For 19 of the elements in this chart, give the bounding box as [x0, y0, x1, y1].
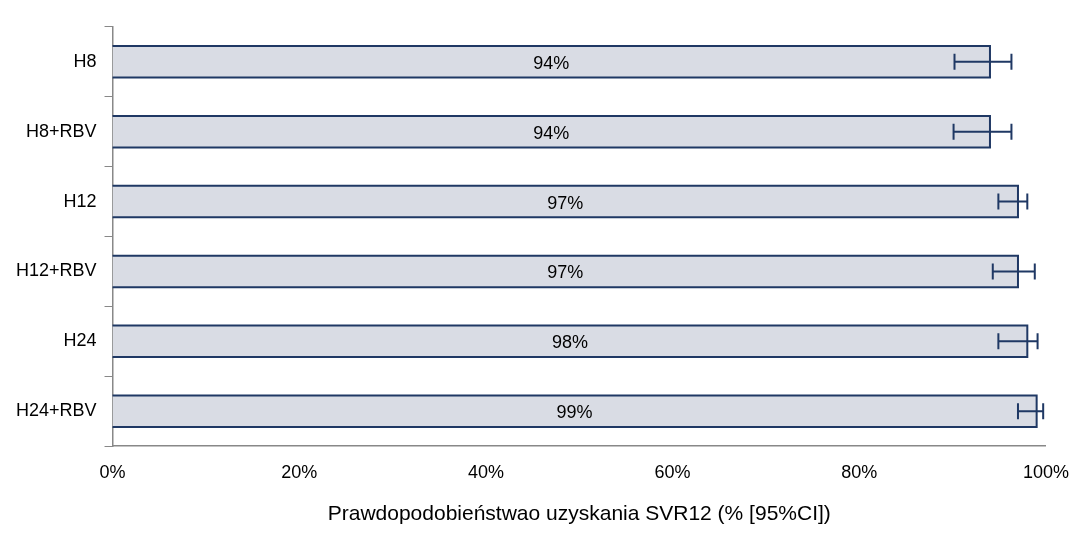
x-tick-label: 60%	[654, 461, 691, 482]
data-label: 99%	[556, 402, 593, 423]
y-tick-label: H12	[63, 190, 97, 211]
data-label: 97%	[547, 262, 584, 283]
x-tick-label: 0%	[99, 461, 126, 482]
data-label: 97%	[547, 192, 584, 213]
y-tick-label: H8	[73, 50, 97, 71]
x-tick-label: 100%	[1022, 461, 1069, 482]
y-tick-label: H24+RBV	[16, 400, 97, 421]
x-tick-label: 40%	[467, 461, 504, 482]
x-tick-label: 80%	[841, 461, 878, 482]
data-label: 94%	[533, 122, 570, 143]
x-axis-title: Prawdopodobieństwao uzyskania SVR12 (% [95%CI])	[327, 501, 831, 525]
y-tick-label: H12+RBV	[16, 260, 97, 281]
data-label: 98%	[551, 332, 588, 353]
y-tick-label: H24	[63, 330, 97, 351]
x-tick-label: 20%	[281, 461, 318, 482]
y-tick-label: H8+RBV	[26, 120, 97, 141]
data-label: 94%	[533, 52, 570, 73]
